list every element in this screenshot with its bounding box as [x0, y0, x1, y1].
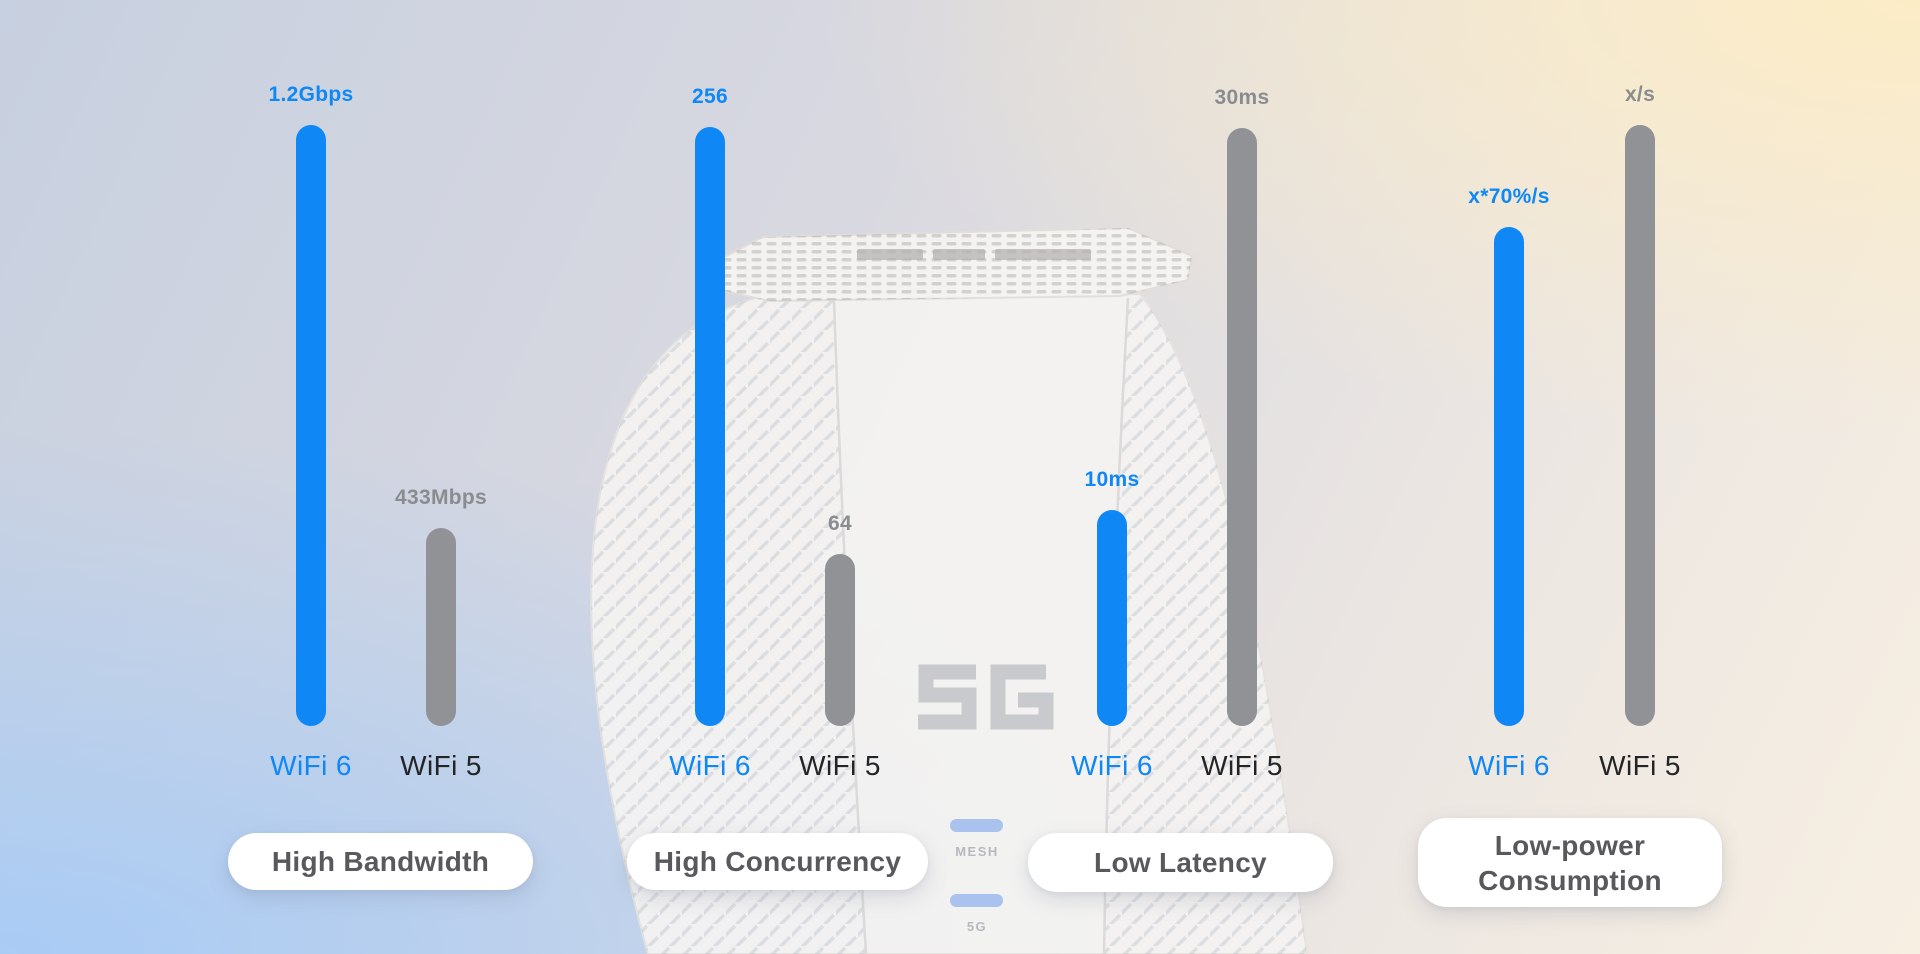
- wifi5-value-label: 64: [828, 512, 852, 535]
- wifi6-axis-label: WiFi 6: [1468, 750, 1550, 781]
- router-top-cap: [701, 226, 1194, 303]
- led-5g-label: 5G: [967, 919, 987, 934]
- wifi5-value-label: x/s: [1624, 83, 1656, 106]
- wifi5-axis-label: WiFi 5: [400, 750, 482, 781]
- wifi6-bar: [1494, 227, 1524, 726]
- wifi5-value-label: 30ms: [1214, 86, 1270, 109]
- wifi6-value-label: 256: [692, 85, 728, 108]
- wifi6-value-label: x*70%/s: [1468, 185, 1550, 208]
- wifi6-axis-label: WiFi 6: [270, 750, 352, 781]
- router-right-panel-texture: [1104, 294, 1307, 954]
- wifi6-axis-label: WiFi 6: [669, 750, 751, 781]
- router-led-mesh: MESH: [950, 819, 1003, 859]
- wifi5-bar: [426, 528, 456, 726]
- router-body: [590, 292, 1309, 954]
- feature-badge-high-concurrency: High Concurrency: [627, 833, 928, 890]
- wifi5-bar: [825, 554, 855, 726]
- wifi6-bar: [296, 125, 326, 726]
- router-led-5g: 5G: [950, 894, 1003, 934]
- wifi6-value-label: 1.2Gbps: [268, 83, 354, 106]
- bar-column-wifi5-power: x/s: [1570, 78, 1710, 726]
- wifi6-bar: [695, 127, 725, 726]
- wifi5-axis-label: WiFi 5: [799, 750, 881, 781]
- bar-column-wifi6-power: x*70%/s: [1439, 78, 1579, 726]
- router-5g-logo: [918, 664, 1054, 730]
- wifi5-axis-label: WiFi 5: [1201, 750, 1283, 781]
- router-left-panel-texture: [591, 296, 866, 954]
- wifi5-bar: [1625, 125, 1655, 726]
- bar-column-wifi5-concurrency: 64: [770, 78, 910, 726]
- router-top-logo: [857, 249, 1091, 260]
- wifi5-value-label: 433Mbps: [395, 486, 487, 509]
- bar-column-wifi5-latency: 30ms: [1172, 78, 1312, 726]
- feature-badge-low-latency: Low Latency: [1028, 833, 1333, 892]
- wifi6-value-label: 10ms: [1084, 468, 1140, 491]
- bar-column-wifi6-bandwidth: 1.2Gbps: [241, 78, 381, 726]
- bar-column-wifi5-bandwidth: 433Mbps: [371, 78, 511, 726]
- feature-badge-high-bandwidth: High Bandwidth: [228, 833, 533, 890]
- bar-column-wifi6-concurrency: 256: [640, 78, 780, 726]
- wifi5-bar: [1227, 128, 1257, 726]
- led-mesh-label: MESH: [955, 844, 999, 859]
- wifi5-axis-label: WiFi 5: [1599, 750, 1681, 781]
- wifi6-bar: [1097, 510, 1127, 726]
- bar-column-wifi6-latency: 10ms: [1042, 78, 1182, 726]
- wifi6-axis-label: WiFi 6: [1071, 750, 1153, 781]
- feature-badge-low-power: Low-power Consumption: [1418, 818, 1722, 907]
